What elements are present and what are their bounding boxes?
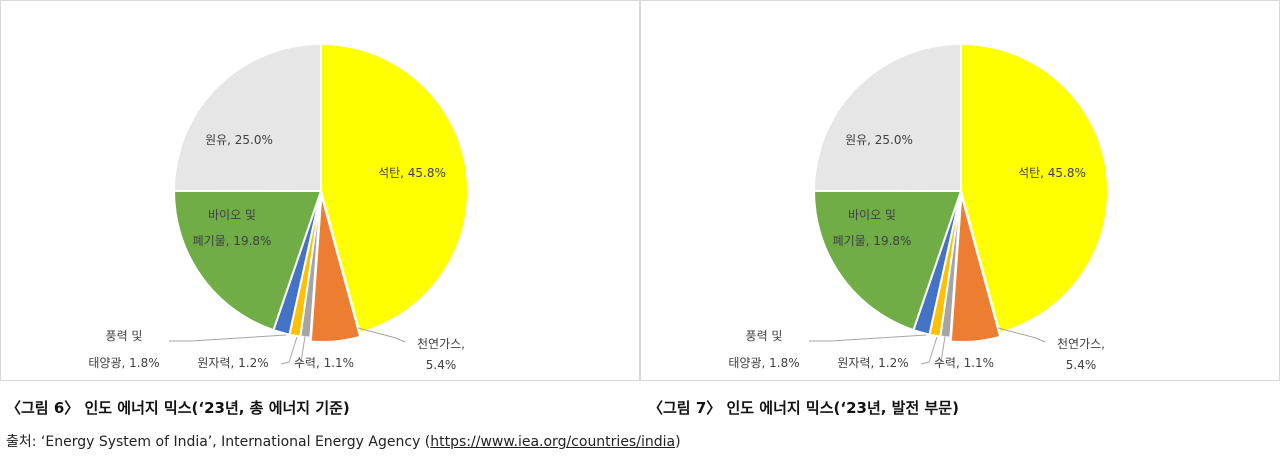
source-link[interactable]: https://www.iea.org/countries/india — [430, 434, 676, 450]
pie-slice-oil-right — [812, 42, 962, 193]
data-label-bio-waste-2-right: 폐기물, 19.8% — [833, 234, 912, 248]
pie-slice-bio-waste-right — [812, 189, 963, 332]
source-prefix: 출처: ‘Energy System of India’, Internatio… — [6, 434, 431, 450]
data-label-oil-1-left: 원유, 25.0% — [205, 133, 273, 147]
figure-caption-left: 〈그림 6〉 인도 에너지 믹스(‘23년, 총 에너지 기준) — [6, 399, 350, 417]
data-label-hydro-1-right: 수력, 1.1% — [934, 356, 994, 370]
data-label-oil-1-right: 원유, 25.0% — [845, 133, 913, 147]
figure-caption-right: 〈그림 7〉 인도 에너지 믹스(‘23년, 발전 부문) — [648, 399, 959, 417]
data-label-coal-1-left: 석탄, 45.8% — [378, 166, 446, 180]
pie-slice-bio-waste-left — [172, 189, 323, 332]
leader-line-natural-gas-left — [357, 327, 406, 343]
leader-line-nuclear-right — [920, 336, 938, 365]
leader-line-nuclear-left — [280, 336, 298, 365]
leader-line-hydro-right — [934, 329, 947, 365]
pie-slice-oil-left — [172, 42, 322, 193]
data-label-natural-gas-2-left: 5.4% — [426, 358, 457, 372]
data-label-nuclear-1-right: 원자력, 1.2% — [837, 356, 908, 370]
data-label-bio-waste-1-left: 바이오 및 — [208, 208, 256, 222]
leader-line-wind-solar-right — [809, 334, 927, 342]
pie-chart-right: 석탄, 45.8% 천연가스, 5.4% 수력, 1.1% 원자력, 1.2% 풍력 및태… — [728, 42, 1109, 372]
pie-chart-left: 석탄, 45.8% 천연가스, 5.4% 수력, 1.1% 원자력, 1.2% 풍력 및태… — [88, 42, 469, 372]
leader-line-natural-gas-right — [997, 327, 1046, 343]
source-note: 출처: ‘Energy System of India’, Internatio… — [6, 431, 681, 451]
data-label-wind-solar-2-left: 태양광, 1.8% — [88, 356, 159, 370]
data-label-wind-solar-1-left: 풍력 및 — [106, 329, 143, 343]
pie-slice-coal-right — [960, 42, 1109, 335]
source-suffix: ) — [675, 434, 681, 450]
data-label-bio-waste-2-left: 폐기물, 19.8% — [193, 234, 272, 248]
data-label-bio-waste-1-right: 바이오 및 — [848, 208, 896, 222]
data-label-coal-1-right: 석탄, 45.8% — [1018, 166, 1086, 180]
data-label-natural-gas-1-left: 천연가스, — [417, 336, 465, 351]
data-label-natural-gas-2-right: 5.4% — [1066, 358, 1097, 372]
data-label-wind-solar-2-right: 태양광, 1.8% — [728, 356, 799, 370]
data-label-natural-gas-1-right: 천연가스, — [1057, 336, 1105, 351]
data-label-hydro-1-left: 수력, 1.1% — [294, 356, 354, 370]
data-label-nuclear-1-left: 원자력, 1.2% — [197, 356, 268, 370]
leader-line-wind-solar-left — [169, 334, 287, 342]
data-label-wind-solar-1-right: 풍력 및 — [746, 329, 783, 343]
pie-slice-coal-left — [320, 42, 469, 335]
pie-slice-natural-gas-left — [309, 194, 362, 343]
leader-line-hydro-left — [294, 329, 307, 365]
pie-slice-natural-gas-right — [949, 194, 1002, 343]
